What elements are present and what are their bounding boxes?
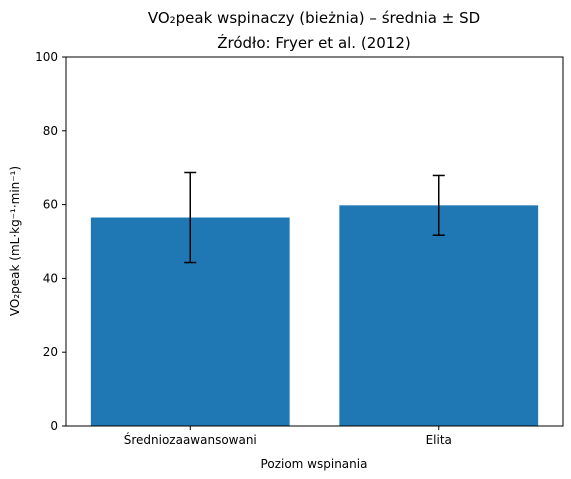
plot-area: Średniozaawansowani Elita 0 20 40 60 80 100 <box>35 50 564 447</box>
y-tick-label-1: 20 <box>43 345 58 359</box>
x-tick-label-1: Elita <box>426 433 452 447</box>
axes-frame <box>65 56 564 427</box>
y-axis-label: VO₂peak (mL·kg⁻¹·min⁻¹) <box>8 166 22 316</box>
x-axis-label: Poziom wspinania <box>261 457 368 471</box>
y-tick-label-0: 0 <box>50 419 58 433</box>
y-tick-label-4: 80 <box>43 124 58 138</box>
y-tick-label-3: 60 <box>43 198 58 212</box>
chart-subtitle: Źródło: Fryer et al. (2012) <box>217 33 410 52</box>
x-tick-label-0: Średniozaawansowani <box>124 432 257 447</box>
bar-1 <box>339 205 539 426</box>
y-tick-label-2: 40 <box>43 271 58 285</box>
chart-title: VO₂peak wspinaczy (bieżnia) – średnia ± … <box>148 9 480 27</box>
y-tick-label-5: 100 <box>35 50 58 64</box>
